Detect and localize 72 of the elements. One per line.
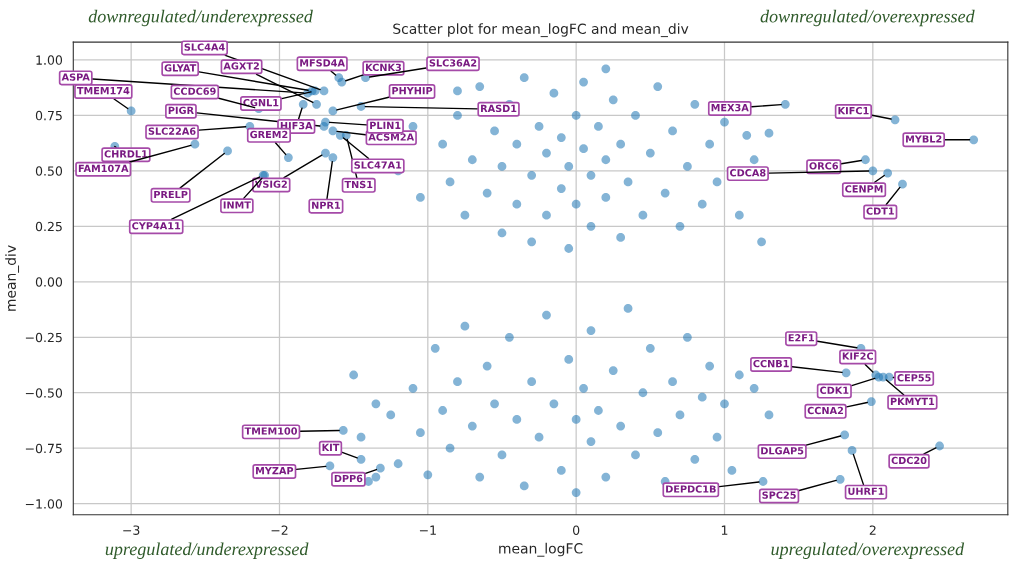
annotation: MEX3A <box>711 103 749 112</box>
text: downregulated/underexpressed <box>88 9 313 27</box>
annotation: SPC25 <box>762 491 796 499</box>
annotation: ORC6 <box>809 162 839 170</box>
text: upregulated/underexpressed <box>105 542 309 559</box>
x-tick-label: 0 <box>573 525 580 535</box>
annotation: CDK1 <box>820 386 849 394</box>
annotation: CGNL1 <box>243 98 279 107</box>
annotation: PKMYT1 <box>890 397 935 405</box>
annotation: PIGR <box>168 106 194 115</box>
y-tick-label: 0.50 <box>35 166 63 176</box>
annotation: NPR1 <box>312 201 341 209</box>
annotation: GLYAT <box>164 64 197 72</box>
annotation: PHYHIP <box>392 87 433 95</box>
annotation: E2F1 <box>788 334 814 342</box>
annotation: KIFC1 <box>838 106 869 115</box>
y-tick-label: −0.25 <box>25 332 62 343</box>
y-tick-label: 0.25 <box>35 221 62 232</box>
annotation: KIT <box>322 443 340 451</box>
annotation: RASD1 <box>481 104 517 113</box>
annotation: CEP55 <box>897 374 931 382</box>
annotation: UHRF1 <box>848 487 884 495</box>
annotation: SLC36A2 <box>429 59 477 67</box>
text: downregulated/overexpressed <box>760 9 975 27</box>
annotation: ASPA <box>61 73 90 81</box>
annotation: CCNA2 <box>807 406 844 415</box>
annotation: DEPDC1B <box>666 485 716 493</box>
annotation: GREM2 <box>250 130 288 139</box>
y-axis-title: mean_div <box>5 245 20 311</box>
y-tick-label: −0.75 <box>25 443 62 454</box>
annotation: FAM107A <box>78 164 129 173</box>
x-tick-label: 1 <box>721 525 728 535</box>
x-tick-label: 2 <box>869 525 876 535</box>
annotation: CENPM <box>845 185 883 193</box>
annotation: SLC4A4 <box>184 43 225 51</box>
annotation: AGXT2 <box>223 62 259 70</box>
x-tick-label: −1 <box>419 525 436 535</box>
annotation: PRELP <box>154 190 188 199</box>
annotation: CYP4A11 <box>132 222 181 230</box>
annotation: CDC20 <box>891 456 927 465</box>
annotation: TNS1 <box>344 180 373 189</box>
y-tick-label: −1.00 <box>25 499 63 509</box>
annotation: MYZAP <box>256 467 294 475</box>
annotation: CCNB1 <box>753 359 789 368</box>
annotation: CCDC69 <box>173 87 216 95</box>
annotation: VSIG2 <box>254 180 287 188</box>
y-tick-label: 1.00 <box>36 55 63 65</box>
annotation: ACSM2A <box>368 133 415 141</box>
annotation: MFSD4A <box>300 59 345 67</box>
annotation: KCNK3 <box>366 63 402 72</box>
x-tick-label: −2 <box>271 525 288 535</box>
annotation: SLC47A1 <box>354 161 402 169</box>
y-tick-label: 0.00 <box>35 277 63 287</box>
y-tick-label: −0.50 <box>25 388 63 398</box>
annotation: DPP6 <box>334 474 363 483</box>
y-tick-label: 0.75 <box>35 110 62 121</box>
annotation: SLC22A6 <box>148 127 196 135</box>
annotation: CDT1 <box>866 207 894 215</box>
x-tick-label: −3 <box>123 525 140 535</box>
annotation: TMEM174 <box>76 87 130 95</box>
annotation: MYBL2 <box>906 135 942 143</box>
annotation: PLIN1 <box>370 121 401 129</box>
annotation: KIF2C <box>842 352 873 360</box>
annotation: TMEM100 <box>244 427 298 435</box>
annotation: DLGAP5 <box>761 447 804 455</box>
x-axis-title: mean_logFC <box>499 542 583 557</box>
text: upregulated/overexpressed <box>771 542 965 559</box>
annotation: HIF3A <box>280 121 313 130</box>
annotation: CHRDL1 <box>104 150 148 158</box>
annotation: INMT <box>223 201 251 209</box>
annotation: CDCA8 <box>730 169 766 177</box>
chart-title: Scatter plot for mean_logFC and mean_div <box>393 23 689 38</box>
